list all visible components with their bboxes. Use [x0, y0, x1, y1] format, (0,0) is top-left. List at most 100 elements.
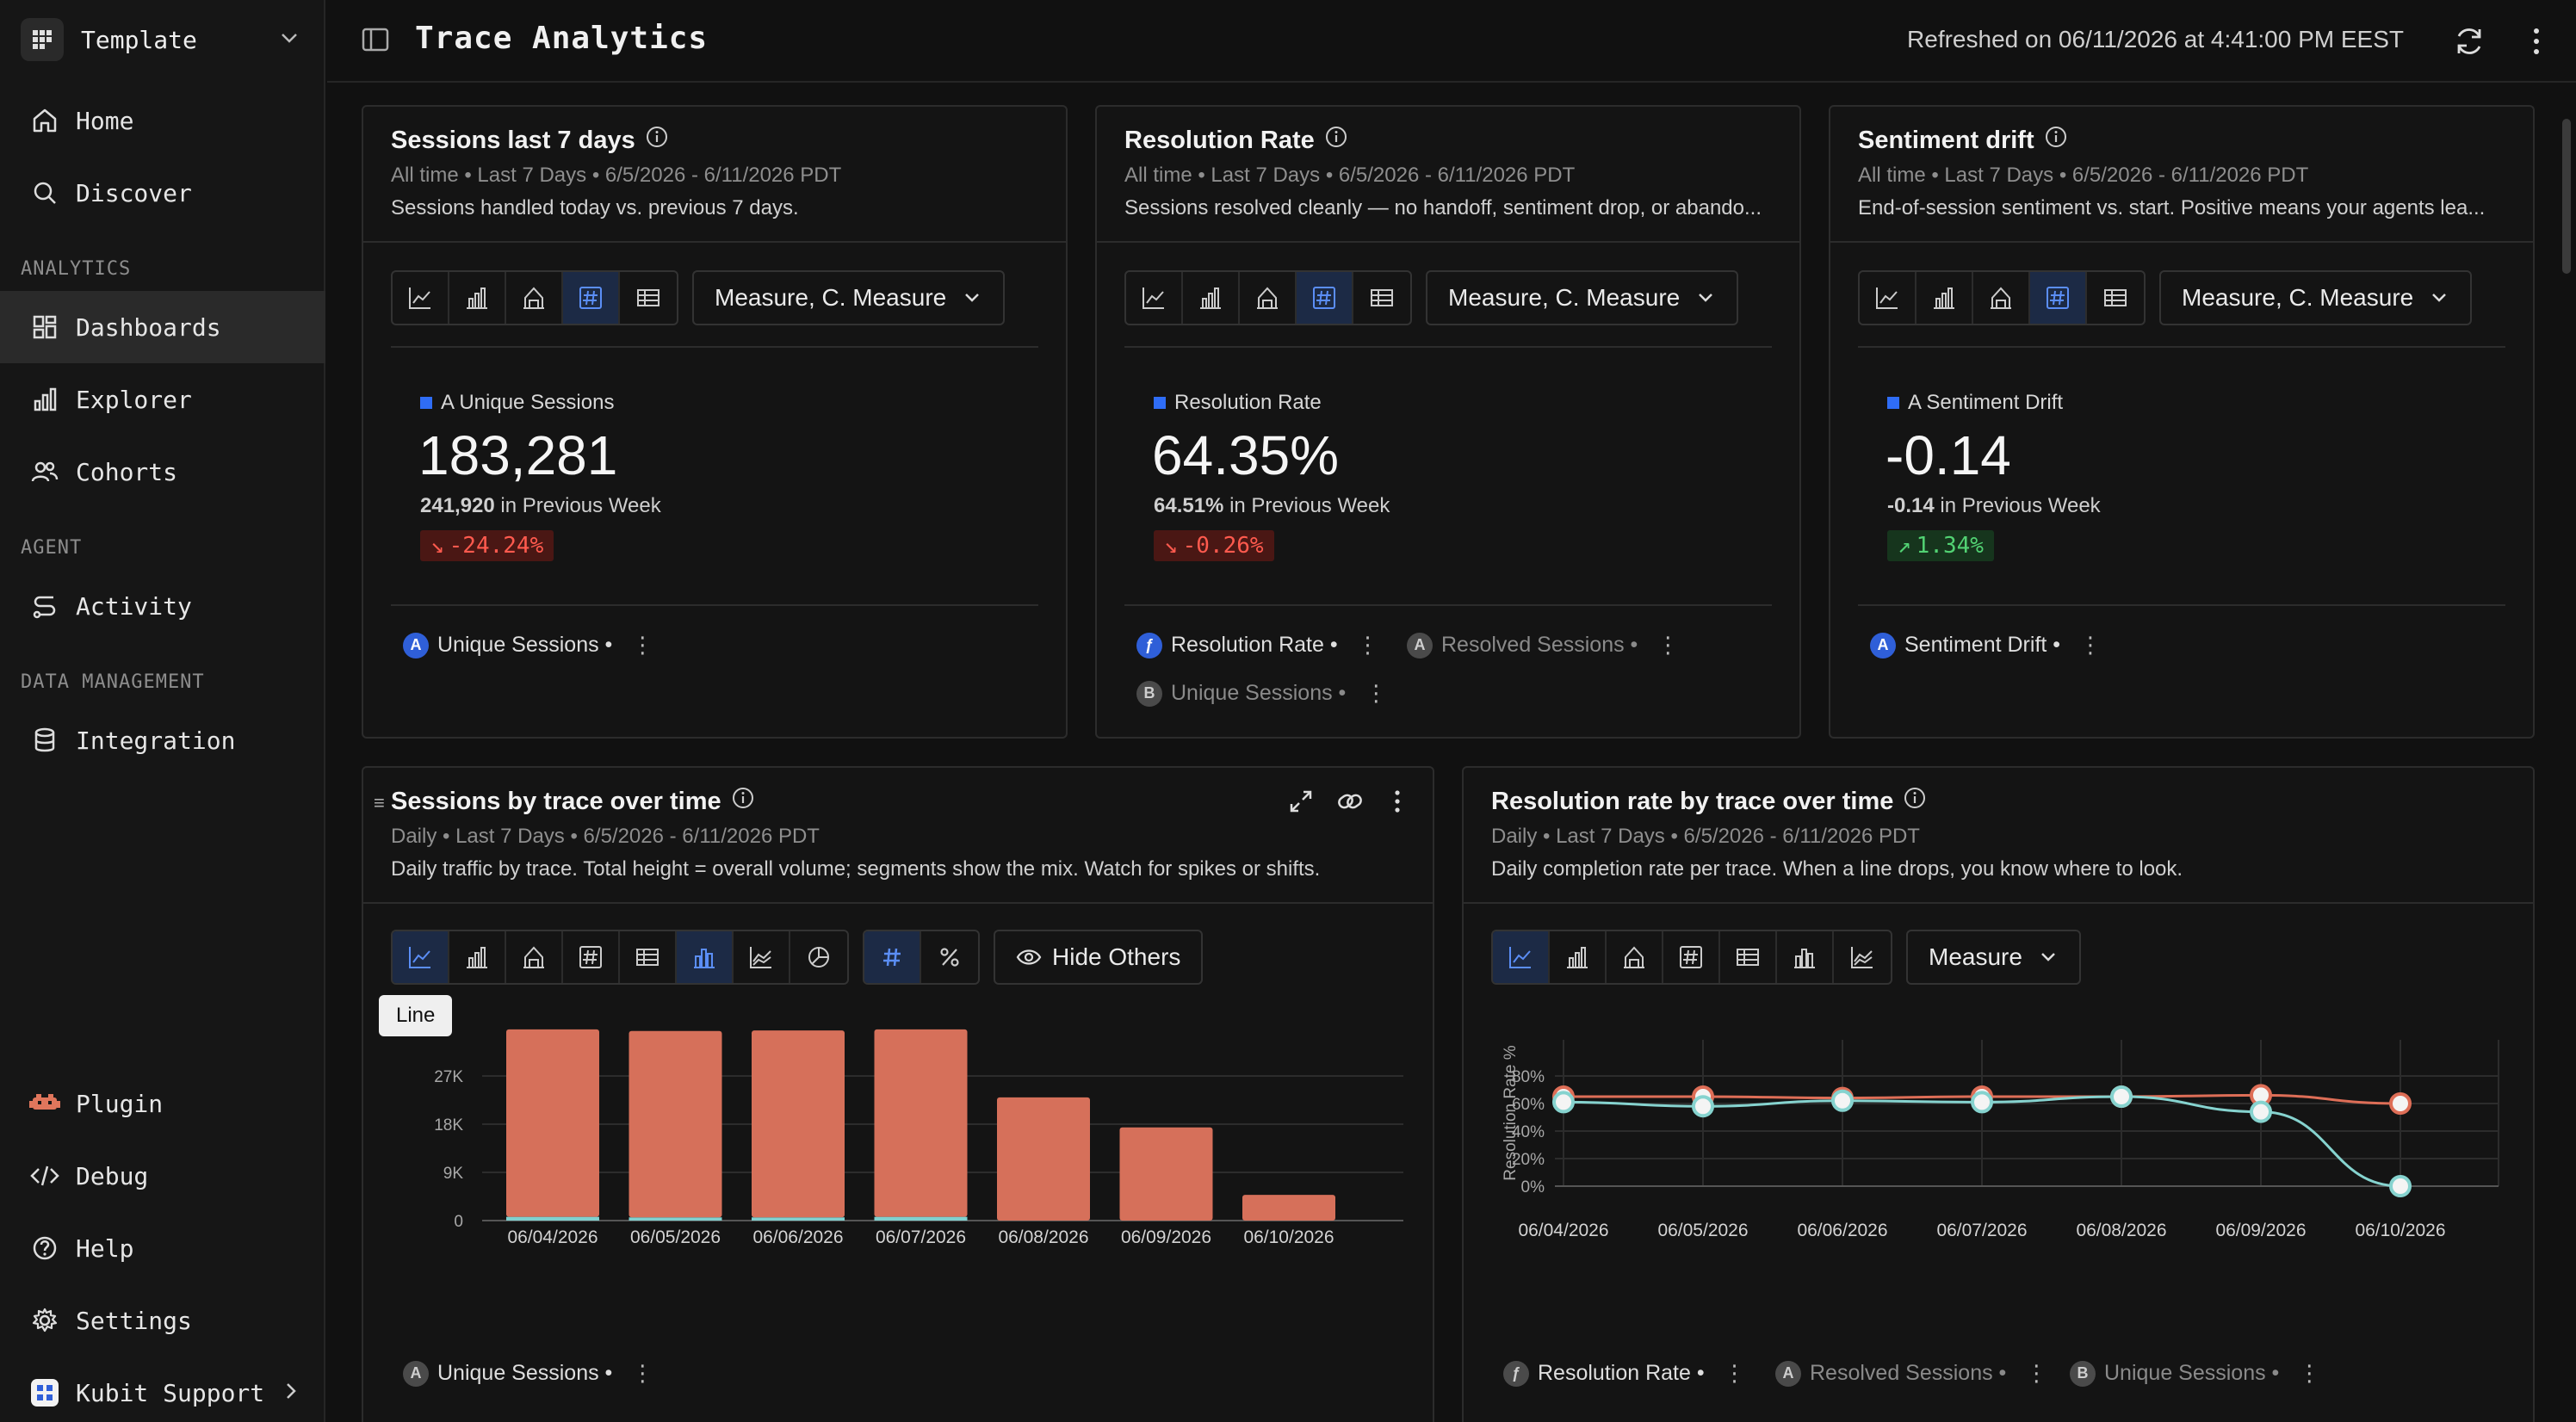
- measure-dropdown[interactable]: Measure: [1906, 930, 2081, 985]
- measure-chip[interactable]: A Unique Sessions • ⋮: [403, 632, 653, 658]
- measure-chip[interactable]: ƒ Resolution Rate • ⋮: [1503, 1360, 1746, 1387]
- more-vertical-icon[interactable]: ⋮: [631, 1360, 654, 1386]
- sidebar-toggle-icon[interactable]: [360, 24, 391, 59]
- nav-help[interactable]: Help: [0, 1212, 325, 1284]
- bar-segment: [506, 1029, 599, 1217]
- bar-chart-icon[interactable]: [449, 931, 506, 983]
- card-title: Sentiment drift: [1858, 126, 2067, 155]
- funnel-chart-icon[interactable]: [506, 931, 563, 983]
- kpi-delta-badge: ↗ 1.34%: [1887, 530, 1994, 561]
- more-vertical-icon[interactable]: ⋮: [2298, 1360, 2321, 1386]
- funnel-chart-icon[interactable]: [506, 272, 563, 324]
- bar-segment: [752, 1217, 845, 1221]
- bar-chart-icon[interactable]: [1917, 272, 1973, 324]
- route-icon: [26, 587, 64, 625]
- table-viz-icon[interactable]: [1720, 931, 1777, 983]
- measure-chip[interactable]: A Sentiment Drift • ⋮: [1870, 632, 2102, 658]
- funnel-chart-icon[interactable]: [1607, 931, 1663, 983]
- bar-chart-icon[interactable]: [1550, 931, 1607, 983]
- table-viz-icon[interactable]: [620, 931, 677, 983]
- line-chart-icon[interactable]: [1860, 272, 1917, 324]
- more-vertical-icon[interactable]: ⋮: [1656, 632, 1680, 658]
- workspace-switcher[interactable]: Template: [21, 15, 310, 64]
- nav-home-label: Home: [76, 106, 134, 135]
- line-chart-icon[interactable]: [1493, 931, 1550, 983]
- tooltip: Line: [379, 995, 453, 1036]
- nav-discover[interactable]: Discover: [0, 157, 325, 229]
- refresh-icon[interactable]: [2449, 21, 2490, 62]
- measure-chip[interactable]: ƒ Resolution Rate • ⋮: [1136, 632, 1379, 658]
- section-agent: AGENT: [21, 537, 83, 559]
- percent-icon[interactable]: [921, 931, 978, 983]
- line-chart-icon[interactable]: [1126, 272, 1183, 324]
- more-vertical-icon[interactable]: [1393, 788, 1402, 819]
- number-viz-icon[interactable]: [2030, 272, 2087, 324]
- bar-chart-icon[interactable]: [449, 272, 506, 324]
- nav-cohorts[interactable]: Cohorts: [0, 436, 325, 508]
- funnel-chart-icon[interactable]: [1240, 272, 1297, 324]
- stacked-bar-icon[interactable]: [1777, 931, 1834, 983]
- more-vertical-icon[interactable]: ⋮: [2025, 1360, 2048, 1386]
- y-tick-label: 0: [454, 1213, 463, 1231]
- nav-support[interactable]: Kubit Support: [0, 1357, 325, 1422]
- measure-dropdown[interactable]: Measure, C. Measure: [1426, 270, 1739, 325]
- more-vertical-icon[interactable]: ⋮: [1356, 632, 1379, 658]
- nav-settings[interactable]: Settings: [0, 1284, 325, 1357]
- bar-chart-icon[interactable]: [1183, 272, 1240, 324]
- table-viz-icon[interactable]: [620, 272, 677, 324]
- scrollbar-thumb[interactable]: [2562, 119, 2571, 274]
- y-tick-label: 80%: [1512, 1068, 1545, 1086]
- stacked-bar-icon[interactable]: [677, 931, 734, 983]
- number-viz-icon[interactable]: [563, 272, 620, 324]
- formula-badge-icon: ƒ: [1503, 1360, 1529, 1387]
- series-badge-b: B: [2070, 1360, 2096, 1387]
- drag-handle-icon[interactable]: ≡: [374, 792, 385, 813]
- measure-chip[interactable]: B Unique Sessions • ⋮: [2070, 1360, 2320, 1387]
- more-vertical-icon[interactable]: ⋮: [1365, 680, 1388, 706]
- expand-icon[interactable]: [1288, 788, 1314, 819]
- number-viz-icon[interactable]: [1297, 272, 1353, 324]
- table-viz-icon[interactable]: [1353, 272, 1410, 324]
- nav-dashboards[interactable]: Dashboards: [0, 291, 325, 363]
- area-chart-icon[interactable]: [1834, 931, 1891, 983]
- funnel-chart-icon[interactable]: [1973, 272, 2030, 324]
- more-vertical-icon[interactable]: ⋮: [1723, 1360, 1746, 1386]
- measure-dropdown[interactable]: Measure, C. Measure: [692, 270, 1006, 325]
- nav-integration[interactable]: Integration: [0, 704, 325, 776]
- more-vertical-icon[interactable]: ⋮: [2079, 632, 2102, 658]
- number-viz-icon[interactable]: [1663, 931, 1720, 983]
- measure-chip[interactable]: A Resolved Sessions • ⋮: [1407, 632, 1679, 658]
- line-chart-icon[interactable]: [393, 931, 449, 983]
- y-axis-label: Resolution Rate %: [1502, 1045, 1520, 1180]
- nav-explorer[interactable]: Explorer: [0, 363, 325, 436]
- series-badge-a: A: [1407, 632, 1433, 658]
- viz-type-group: [1491, 930, 1892, 985]
- hash-icon[interactable]: [864, 931, 921, 983]
- nav-activity[interactable]: Activity: [0, 570, 325, 642]
- area-chart-icon[interactable]: [734, 931, 790, 983]
- measure-chip[interactable]: A Resolved Sessions • ⋮: [1775, 1360, 2047, 1387]
- measure-chip[interactable]: A Unique Sessions • ⋮: [403, 1360, 653, 1387]
- info-icon[interactable]: [732, 787, 754, 816]
- kpi-previous: 241,920 in Previous Week: [420, 494, 661, 517]
- more-vertical-icon[interactable]: ⋮: [631, 632, 654, 658]
- info-icon[interactable]: [646, 126, 668, 155]
- info-icon[interactable]: [1325, 126, 1347, 155]
- hide-others-button[interactable]: Hide Others: [994, 930, 1204, 985]
- more-vertical-icon[interactable]: [2516, 21, 2557, 62]
- nav-home[interactable]: Home: [0, 84, 325, 157]
- number-viz-icon[interactable]: [563, 931, 620, 983]
- series-badge-a: A: [403, 1360, 429, 1387]
- measure-chip[interactable]: B Unique Sessions • ⋮: [1136, 680, 1387, 707]
- info-icon[interactable]: [1904, 787, 1926, 816]
- support-avatar-icon: [26, 1374, 64, 1412]
- nav-plugin[interactable]: Plugin: [0, 1067, 325, 1140]
- info-icon[interactable]: [2045, 126, 2067, 155]
- measure-dropdown[interactable]: Measure, C. Measure: [2159, 270, 2473, 325]
- table-viz-icon[interactable]: [2087, 272, 2144, 324]
- card-description: Sessions resolved cleanly — no handoff, …: [1124, 196, 1762, 219]
- pie-chart-icon[interactable]: [790, 931, 847, 983]
- nav-debug[interactable]: Debug: [0, 1140, 325, 1212]
- line-chart-icon[interactable]: [393, 272, 449, 324]
- link-icon[interactable]: [1336, 788, 1364, 819]
